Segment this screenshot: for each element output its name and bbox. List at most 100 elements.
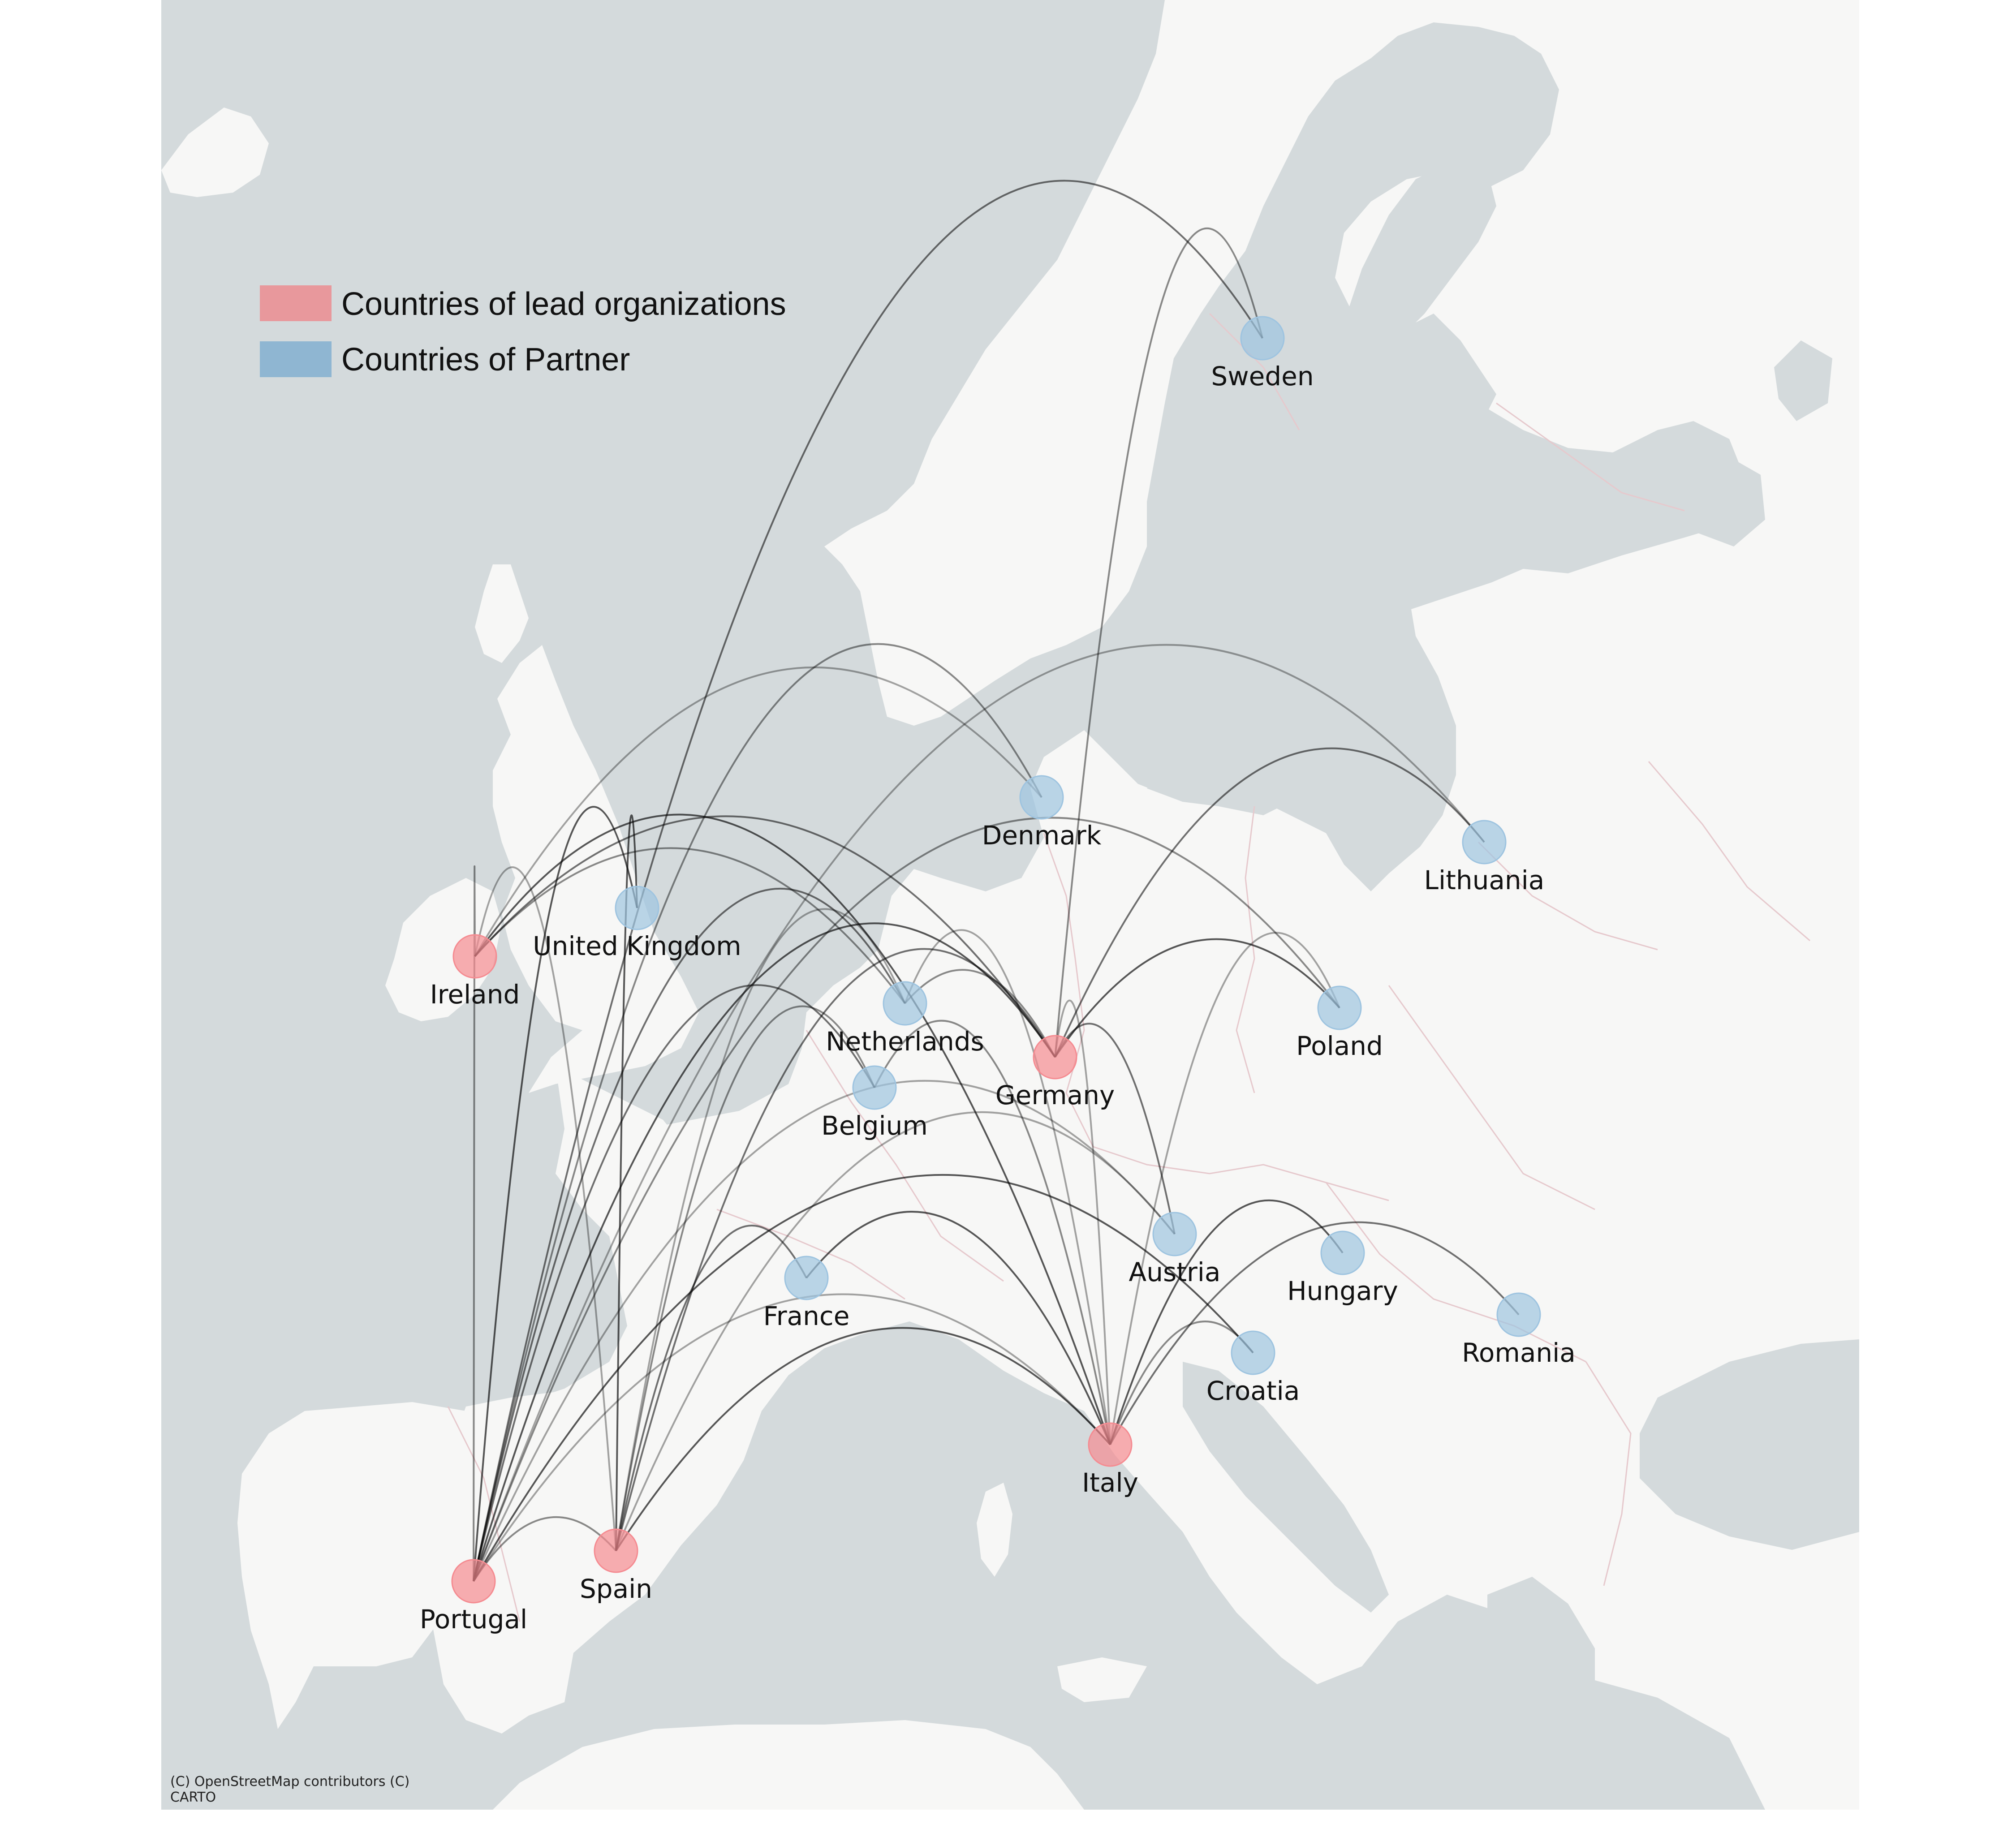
country-label-romania: Romania (1462, 1338, 1576, 1368)
flow-italy-croatia (1109, 1321, 1254, 1445)
partner-marker (1320, 1230, 1365, 1275)
flow-portugal-austria (473, 1080, 1176, 1582)
partner-marker (1317, 985, 1362, 1030)
land-ireland (385, 878, 502, 1021)
flow-ireland-netherlands (474, 847, 906, 1004)
legend: Countries of lead organizations Countrie… (260, 285, 786, 378)
land-scotland (475, 564, 529, 663)
country-label-poland: Poland (1296, 1031, 1383, 1061)
lead-marker (594, 1528, 638, 1573)
flow-italy-belgium (874, 1020, 1111, 1445)
country-label-sweden: Sweden (1211, 361, 1314, 391)
marker-united-kingdom: United Kingdom (533, 886, 741, 961)
flow-ireland-spain (474, 866, 617, 1551)
lead-marker (1033, 1035, 1077, 1080)
flow-germany-italy (1054, 999, 1111, 1445)
partner-marker (784, 1256, 829, 1300)
aegean-sea (1487, 1577, 1595, 1765)
flow-spain-italy (615, 1327, 1111, 1552)
legend-swatch-partner (260, 341, 332, 377)
flow-portugal-lithuania (473, 644, 1485, 1582)
attribution-line-1: (C) OpenStreetMap contributors (C) (170, 1774, 409, 1790)
flow-spain-austria (615, 1111, 1176, 1551)
attribution-line-2: CARTO (170, 1790, 216, 1805)
country-label-netherlands: Netherlands (826, 1026, 984, 1057)
flow-italy-france (806, 1211, 1111, 1445)
country-label-belgium: Belgium (821, 1110, 928, 1141)
flow-italy-romania (1109, 1221, 1520, 1445)
flow-ireland-germany (474, 815, 1056, 1058)
partner-marker (1019, 775, 1064, 820)
marker-belgium: Belgium (821, 1065, 928, 1141)
marker-denmark: Denmark (982, 775, 1102, 851)
country-label-portugal: Portugal (420, 1604, 527, 1635)
country-label-croatia: Croatia (1206, 1376, 1300, 1406)
flow-ireland-italy (474, 813, 1111, 1445)
flow-germany-austria (1054, 1023, 1176, 1235)
marker-hungary: Hungary (1287, 1230, 1398, 1306)
marker-netherlands: Netherlands (826, 981, 984, 1057)
flow-spain-germany (615, 948, 1056, 1551)
country-label-germany: Germany (995, 1080, 1115, 1110)
flow-italy-poland (1109, 932, 1340, 1445)
marker-germany: Germany (995, 1035, 1115, 1110)
partner-marker (852, 1065, 897, 1110)
land-iceland (161, 108, 269, 197)
lead-marker (451, 1559, 496, 1604)
gulf-of-bothnia (1299, 161, 1496, 457)
flow-germany-poland (1054, 938, 1340, 1058)
marker-croatia: Croatia (1206, 1330, 1300, 1406)
partner-marker (1240, 316, 1285, 361)
marker-austria: Austria (1129, 1212, 1221, 1287)
marker-sweden: Sweden (1211, 316, 1314, 391)
flow-portugal-united-kingdom (473, 806, 638, 1582)
flow-portugal-spain (473, 1516, 617, 1582)
flow-portugal-croatia (473, 1174, 1254, 1582)
legend-label-partner: Countries of Partner (341, 342, 630, 378)
flow-germany-sweden (1054, 228, 1263, 1058)
flow-portugal-italy (473, 1293, 1111, 1582)
land-africa (493, 1720, 1084, 1810)
flow-portugal-sweden (473, 180, 1263, 1582)
country-label-united-kingdom: United Kingdom (533, 931, 741, 961)
land-sicily (1057, 1657, 1147, 1702)
partner-marker (1496, 1292, 1541, 1337)
flow-spain-netherlands (615, 908, 906, 1551)
lake-ladoga (1693, 457, 1765, 546)
country-label-spain: Spain (580, 1574, 652, 1604)
marker-spain: Spain (580, 1528, 652, 1604)
black-sea (1640, 1339, 1859, 1550)
lake-onega (1774, 340, 1832, 421)
land-sardinia (977, 1483, 1012, 1577)
marker-romania: Romania (1462, 1292, 1576, 1368)
flow-spain-belgium (615, 1005, 875, 1551)
adriatic-sea (1183, 1362, 1389, 1613)
flow-portugal-denmark (473, 643, 1042, 1582)
marker-ireland: Ireland (430, 934, 520, 1010)
partner-marker (1231, 1330, 1275, 1375)
flow-germany-netherlands (904, 969, 1056, 1058)
country-label-austria: Austria (1129, 1257, 1221, 1287)
baltic-sea (1147, 314, 1496, 815)
flow-portugal-netherlands (473, 887, 906, 1582)
country-markers: Ireland Portugal Spain Germany Italy Swe… (420, 316, 1576, 1635)
land-great-britain (493, 645, 699, 1093)
flow-portugal-germany (473, 922, 1056, 1582)
country-label-lithuania: Lithuania (1424, 865, 1545, 895)
marker-poland: Poland (1296, 985, 1383, 1061)
basemap (161, 0, 1859, 1810)
flow-germany-lithuania (1054, 747, 1485, 1058)
lead-marker (452, 934, 497, 979)
marker-portugal: Portugal (420, 1559, 527, 1635)
land-continent (430, 0, 1859, 1810)
partner-marker (1152, 1212, 1197, 1256)
partner-marker (883, 981, 927, 1026)
country-label-hungary: Hungary (1287, 1276, 1398, 1306)
flow-portugal-poland (473, 817, 1340, 1582)
partner-marker (1462, 820, 1507, 865)
legend-label-lead: Countries of lead organizations (341, 286, 786, 322)
flow-italy-netherlands (904, 929, 1111, 1445)
partner-marker (615, 886, 659, 930)
